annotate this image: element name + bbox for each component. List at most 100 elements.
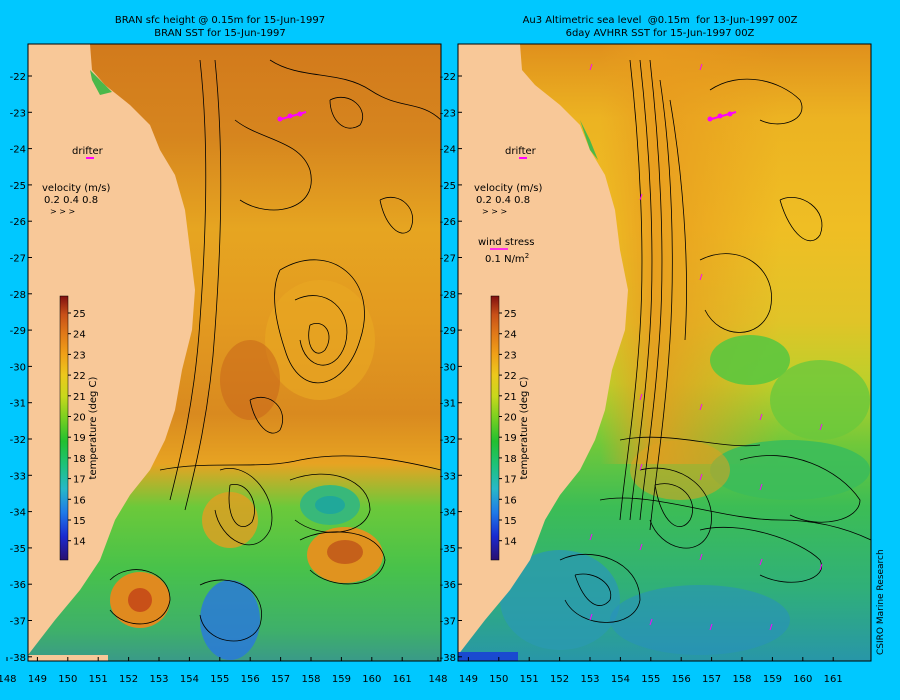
left-colorbar-gradient	[59, 295, 69, 561]
right-drifter-label: drifter	[505, 146, 537, 157]
colorbar-tick-label: 16	[73, 495, 86, 506]
lat-tick-label: -35	[440, 544, 456, 555]
right-longitude-axis: 148 149 150 151 152 153 154 155 156 157 158 159 160 1…	[428, 657, 843, 685]
left-warm-core-center	[327, 540, 363, 564]
colorbar-tick-label: 14	[73, 537, 86, 548]
lon-tick-label: 155	[210, 674, 229, 685]
colorbar-tick-label: 20	[73, 413, 86, 424]
lat-tick-label: -30	[440, 362, 456, 373]
left-coastal-fringe	[90, 70, 112, 95]
colorbar-tick-label: 16	[504, 495, 517, 506]
lon-tick-label: 158	[732, 674, 751, 685]
lat-tick-label: -34	[440, 508, 456, 519]
left-panel-frame	[27, 43, 442, 662]
lon-tick-label: 153	[580, 674, 599, 685]
right-colorbar-gradient	[490, 295, 500, 561]
right-land-australia	[458, 44, 628, 655]
right-cool-band	[710, 440, 870, 500]
left-velocity-arrow-icons: > > >	[50, 207, 75, 216]
left-mid-warm-eddy	[202, 492, 258, 548]
lat-tick-label: -28	[440, 290, 456, 301]
lat-tick-label: -29	[440, 326, 456, 337]
lon-tick-label: 152	[119, 674, 138, 685]
lat-tick-label: -31	[10, 399, 26, 410]
lat-tick-label: -22	[10, 72, 26, 83]
lon-tick-label: 148	[0, 674, 17, 685]
lat-tick-label: -22	[440, 72, 456, 83]
lon-tick-label: 150	[489, 674, 508, 685]
colorbar-tick-label: 25	[73, 309, 86, 320]
right-title-line2: 6day AVHRR SST for 15-Jun-1997 00Z	[565, 28, 755, 39]
colorbar-tick-label: 24	[73, 330, 86, 341]
right-wind-vectors	[589, 63, 823, 631]
lat-tick-label: -28	[10, 290, 26, 301]
right-warm-current-band	[600, 44, 780, 464]
lon-tick-label: 159	[763, 674, 782, 685]
colorbar-tick-label: 15	[73, 516, 86, 527]
right-panel-title: Au3 Altimetric sea level @0.15m for 13-J…	[440, 14, 880, 40]
lon-tick-label: 149	[28, 674, 47, 685]
wind-stress-title: wind stress	[478, 237, 534, 248]
right-coastal-fringe	[580, 120, 598, 160]
right-colorbar: temperature (deg C) 25 24 23 22 21 20 19 18 17 16…	[490, 295, 530, 561]
left-colorbar-label: temperature (deg C)	[88, 376, 99, 479]
lon-tick-label: 158	[301, 674, 320, 685]
right-green-patch-1	[710, 335, 790, 385]
right-warm-tongue	[630, 440, 730, 500]
left-warm-eddy	[265, 280, 375, 400]
lon-tick-label: 154	[180, 674, 199, 685]
right-legend: drifter velocity (m/s) 0.2 0.4 0.8 > > >…	[474, 146, 542, 265]
right-contours	[559, 59, 871, 623]
lat-tick-label: -26	[440, 217, 456, 228]
right-drifter-track	[707, 111, 737, 122]
colorbar-tick-label: 21	[73, 392, 86, 403]
wind-stress-value-text: 0.1 N/m	[485, 254, 525, 265]
lat-tick-label: -29	[10, 326, 26, 337]
wind-stress-unit-sup: 2	[525, 252, 529, 260]
right-panel-frame	[457, 43, 872, 662]
colorbar-tick-label: 21	[504, 392, 517, 403]
left-land-australia	[28, 44, 195, 655]
lon-tick-label: 151	[520, 674, 539, 685]
lat-tick-label: -32	[440, 435, 456, 446]
lon-tick-label: 151	[89, 674, 108, 685]
left-longitude-axis: 148 149 150 151 152 153 154 155 156 157 158 159 160 1…	[0, 657, 412, 685]
credit-text: CSIRO Marine Research	[876, 549, 886, 655]
colorbar-tick-label: 23	[504, 350, 517, 361]
lon-tick-label: 157	[271, 674, 290, 685]
lon-tick-label: 156	[241, 674, 260, 685]
right-map-panel	[458, 44, 871, 661]
lon-tick-label: 154	[611, 674, 630, 685]
lat-tick-label: -35	[10, 544, 26, 555]
wind-stress-value: 0.1 N/m2	[485, 252, 529, 265]
right-cool-south	[610, 585, 790, 655]
colorbar-tick-label: 22	[504, 371, 517, 382]
lat-tick-label: -33	[10, 471, 26, 482]
lon-tick-label: 156	[672, 674, 691, 685]
lon-tick-label: 160	[793, 674, 812, 685]
left-dark-eddy	[220, 340, 280, 420]
lat-tick-label: -37	[10, 617, 26, 628]
lat-tick-label: -27	[440, 254, 456, 265]
right-velocity-arrow-icons: > > >	[482, 207, 507, 216]
left-drifter-label: drifter	[72, 146, 104, 157]
lat-tick-label: -33	[440, 471, 456, 482]
colorbar-tick-label: 22	[73, 371, 86, 382]
lat-tick-label: -26	[10, 217, 26, 228]
lat-tick-label: -24	[10, 145, 26, 156]
left-map-panel	[28, 44, 441, 661]
lon-tick-label: 159	[332, 674, 351, 685]
lat-tick-label: -27	[10, 254, 26, 265]
left-cold-water	[200, 580, 260, 660]
colorbar-tick-label: 15	[504, 516, 517, 527]
right-green-patch-2	[770, 360, 870, 440]
colorbar-tick-label: 24	[504, 330, 517, 341]
left-panel-title: BRAN sfc height @ 0.15m for 15-Jun-1997 …	[0, 14, 440, 40]
colorbar-tick-label: 19	[504, 433, 517, 444]
colorbar-tick-label: 14	[504, 537, 517, 548]
lon-tick-label: 160	[362, 674, 381, 685]
lon-tick-label: 161	[824, 674, 843, 685]
left-title-line1: BRAN sfc height @ 0.15m for 15-Jun-1997	[114, 15, 326, 26]
lat-tick-label: -23	[10, 108, 26, 119]
